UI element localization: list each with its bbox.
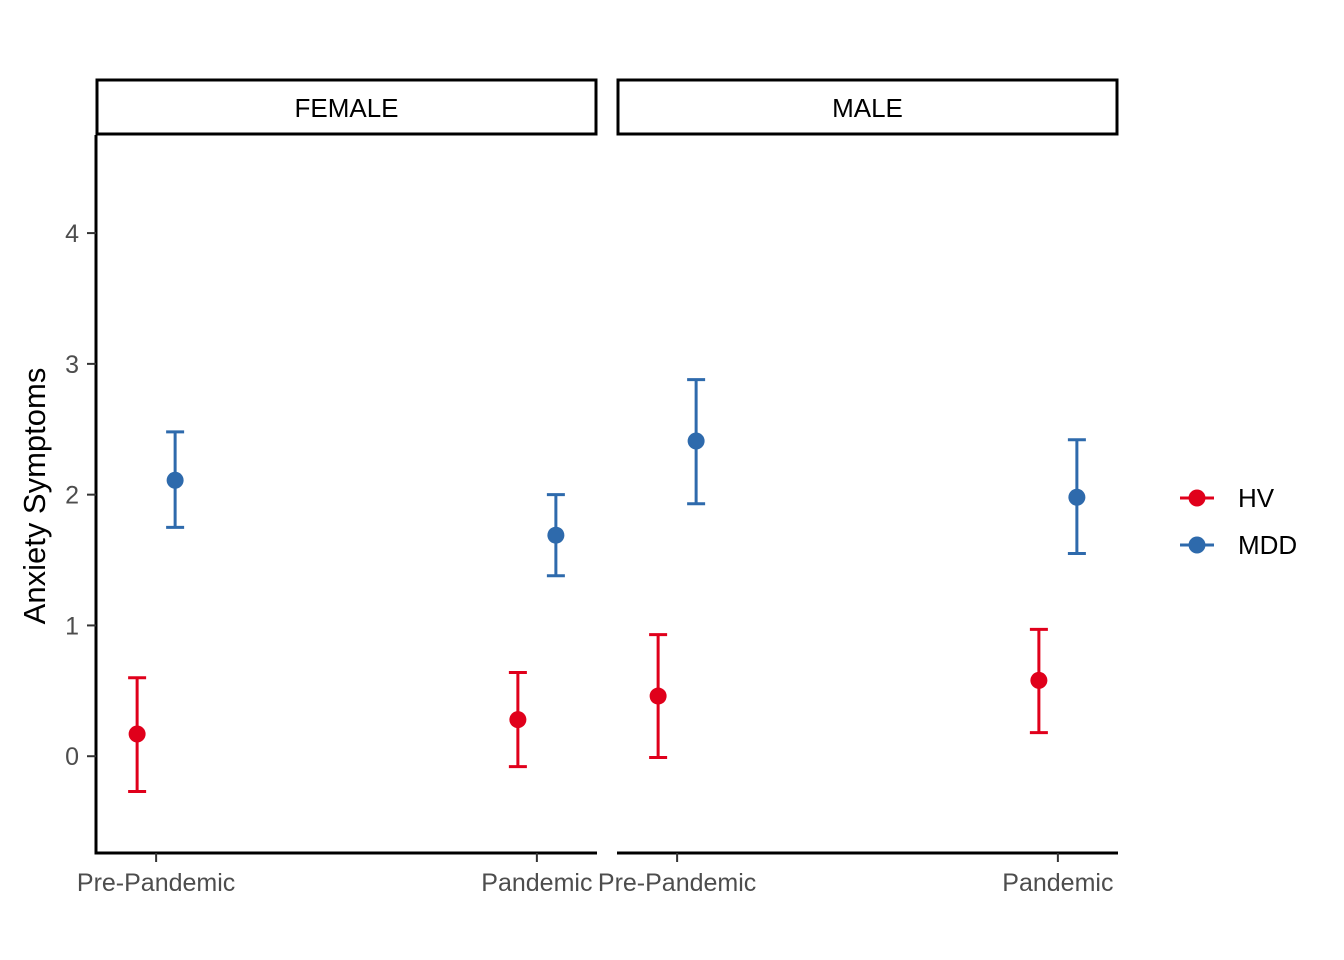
errorbar-hv	[128, 676, 147, 794]
x-tick-label: Pandemic	[481, 869, 592, 897]
data-point-hv	[649, 687, 667, 705]
legend-key-point	[1188, 536, 1206, 554]
facet-strip-label: MALE	[832, 93, 903, 123]
errorbar-hv	[1029, 627, 1048, 735]
y-axis: 0 1 2 3 4	[65, 135, 98, 855]
data-point-hv	[509, 711, 527, 729]
facet-strip	[616, 78, 1119, 136]
errorbar-mdd	[687, 378, 706, 506]
data-point-mdd	[1068, 488, 1086, 506]
legend-label: MDD	[1238, 530, 1297, 560]
data-point-hv	[128, 725, 146, 743]
y-axis-label: Anxiety Symptoms	[17, 368, 52, 625]
y-tick-label: 1	[65, 612, 79, 640]
y-tick-label: 0	[65, 743, 79, 771]
x-tick-label: Pandemic	[1002, 869, 1113, 897]
x-tick-label: Pre-Pandemic	[77, 869, 235, 897]
data-point-hv	[1030, 671, 1048, 689]
y-tick-label: 4	[65, 220, 79, 248]
errorbar-mdd	[1067, 438, 1086, 556]
facet-panel-female: FEMALE Pre-Pandemic Pandemic	[77, 78, 598, 897]
errorbar-hv	[649, 633, 668, 760]
legend-key-point	[1188, 489, 1206, 507]
data-point-mdd	[166, 471, 184, 489]
y-tick-label: 3	[65, 351, 79, 379]
facet-strip-label: FEMALE	[294, 93, 398, 123]
legend: HV MDD	[1180, 483, 1297, 560]
y-tick-label: 2	[65, 482, 79, 510]
facet-strip	[95, 78, 598, 136]
errorbar-mdd	[546, 493, 565, 578]
data-point-mdd	[547, 526, 565, 544]
errorbar-hv	[508, 671, 527, 769]
data-point-mdd	[687, 432, 705, 450]
x-tick-label: Pre-Pandemic	[598, 869, 756, 897]
legend-label: HV	[1238, 483, 1275, 513]
errorbar-mdd	[166, 430, 185, 529]
legend-item-mdd: MDD	[1180, 530, 1297, 560]
legend-item-hv: HV	[1180, 483, 1275, 513]
facet-panel-male: MALE Pre-Pandemic Pandemic	[598, 78, 1119, 897]
